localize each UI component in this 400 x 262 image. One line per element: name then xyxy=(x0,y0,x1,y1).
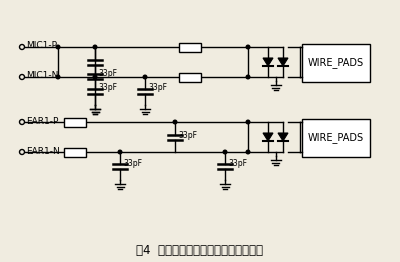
Bar xyxy=(302,44,370,82)
Bar xyxy=(179,73,201,81)
Circle shape xyxy=(246,120,250,124)
Text: 图4  主音频输入输出通道的电路设计图: 图4 主音频输入输出通道的电路设计图 xyxy=(136,243,264,256)
Text: 33pF: 33pF xyxy=(98,84,117,92)
Text: EAR1-N: EAR1-N xyxy=(26,146,60,156)
Circle shape xyxy=(143,75,147,79)
Text: 33pF: 33pF xyxy=(98,68,117,78)
Text: 33pF: 33pF xyxy=(178,130,197,139)
Text: MIC1-N: MIC1-N xyxy=(26,72,58,80)
Bar xyxy=(179,42,201,52)
Circle shape xyxy=(93,75,97,79)
Circle shape xyxy=(173,120,177,124)
Text: 33pF: 33pF xyxy=(148,84,167,92)
Text: MIC1-P: MIC1-P xyxy=(26,41,57,51)
Text: 33pF: 33pF xyxy=(228,159,247,167)
Polygon shape xyxy=(263,58,273,66)
Text: WIRE_PADS: WIRE_PADS xyxy=(308,133,364,144)
Text: WIRE_PADS: WIRE_PADS xyxy=(308,58,364,68)
Circle shape xyxy=(56,75,60,79)
Bar xyxy=(302,119,370,157)
Text: 33pF: 33pF xyxy=(123,159,142,167)
Circle shape xyxy=(223,150,227,154)
Bar xyxy=(64,117,86,127)
Polygon shape xyxy=(263,133,273,141)
Circle shape xyxy=(93,45,97,49)
Circle shape xyxy=(246,45,250,49)
Polygon shape xyxy=(278,133,288,141)
Circle shape xyxy=(118,150,122,154)
Circle shape xyxy=(246,75,250,79)
Circle shape xyxy=(246,150,250,154)
Polygon shape xyxy=(278,58,288,66)
Text: EAR1-P: EAR1-P xyxy=(26,117,58,125)
Bar xyxy=(64,148,86,156)
Circle shape xyxy=(56,45,60,49)
